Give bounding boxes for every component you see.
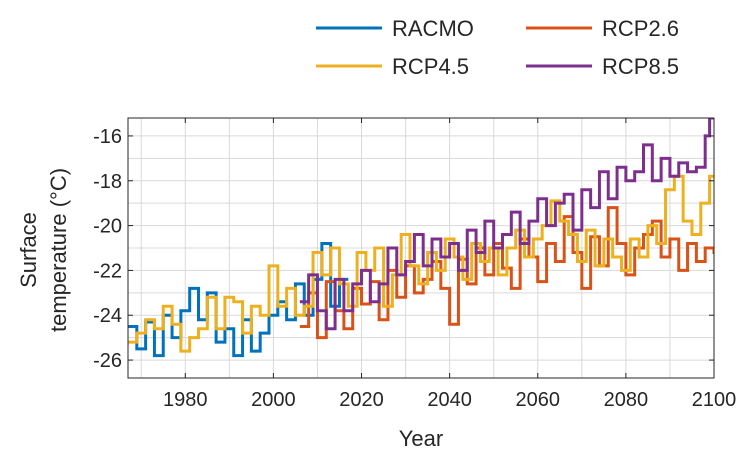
y-tick-label: -26 — [93, 350, 122, 372]
series-line-racmo — [128, 242, 349, 358]
y-tick-label: -18 — [93, 171, 122, 193]
y-axis-title-line: temperature (°C) — [46, 168, 71, 332]
x-tick-label: 2100 — [692, 389, 737, 411]
series-lines — [128, 118, 714, 358]
y-tick-label: -16 — [93, 126, 122, 148]
y-tick-label: -20 — [93, 216, 122, 238]
y-tick-label: -24 — [93, 305, 122, 327]
x-tick-label: 2080 — [604, 389, 649, 411]
x-tick-label: 1980 — [163, 389, 208, 411]
plot-frame — [127, 117, 715, 379]
series-line-rcp8-5 — [299, 118, 714, 331]
y-axis-title: Surface temperature (°C) — [16, 168, 71, 332]
x-tick-label: 2000 — [251, 389, 296, 411]
x-tick-label: 2020 — [339, 389, 384, 411]
axis-ticks: 1980 2000 2020 2040 2060 2080 2100 -26 -24 -22 -20… — [93, 118, 736, 411]
series-line-rcp4-5 — [128, 174, 714, 353]
y-axis-title-line: Surface — [16, 212, 41, 288]
legend-label: RCP2.6 — [602, 16, 679, 41]
legend-label: RCP4.5 — [392, 54, 469, 79]
legend-label: RACMO — [392, 16, 474, 41]
legend: RACMO RCP2.6 RCP4.5 RCP8.5 — [316, 16, 679, 79]
x-axis-title: Year — [399, 426, 443, 450]
x-tick-label: 2040 — [427, 389, 472, 411]
y-tick-label: -22 — [93, 260, 122, 282]
legend-label: RCP8.5 — [602, 54, 679, 79]
x-tick-label: 2060 — [516, 389, 561, 411]
